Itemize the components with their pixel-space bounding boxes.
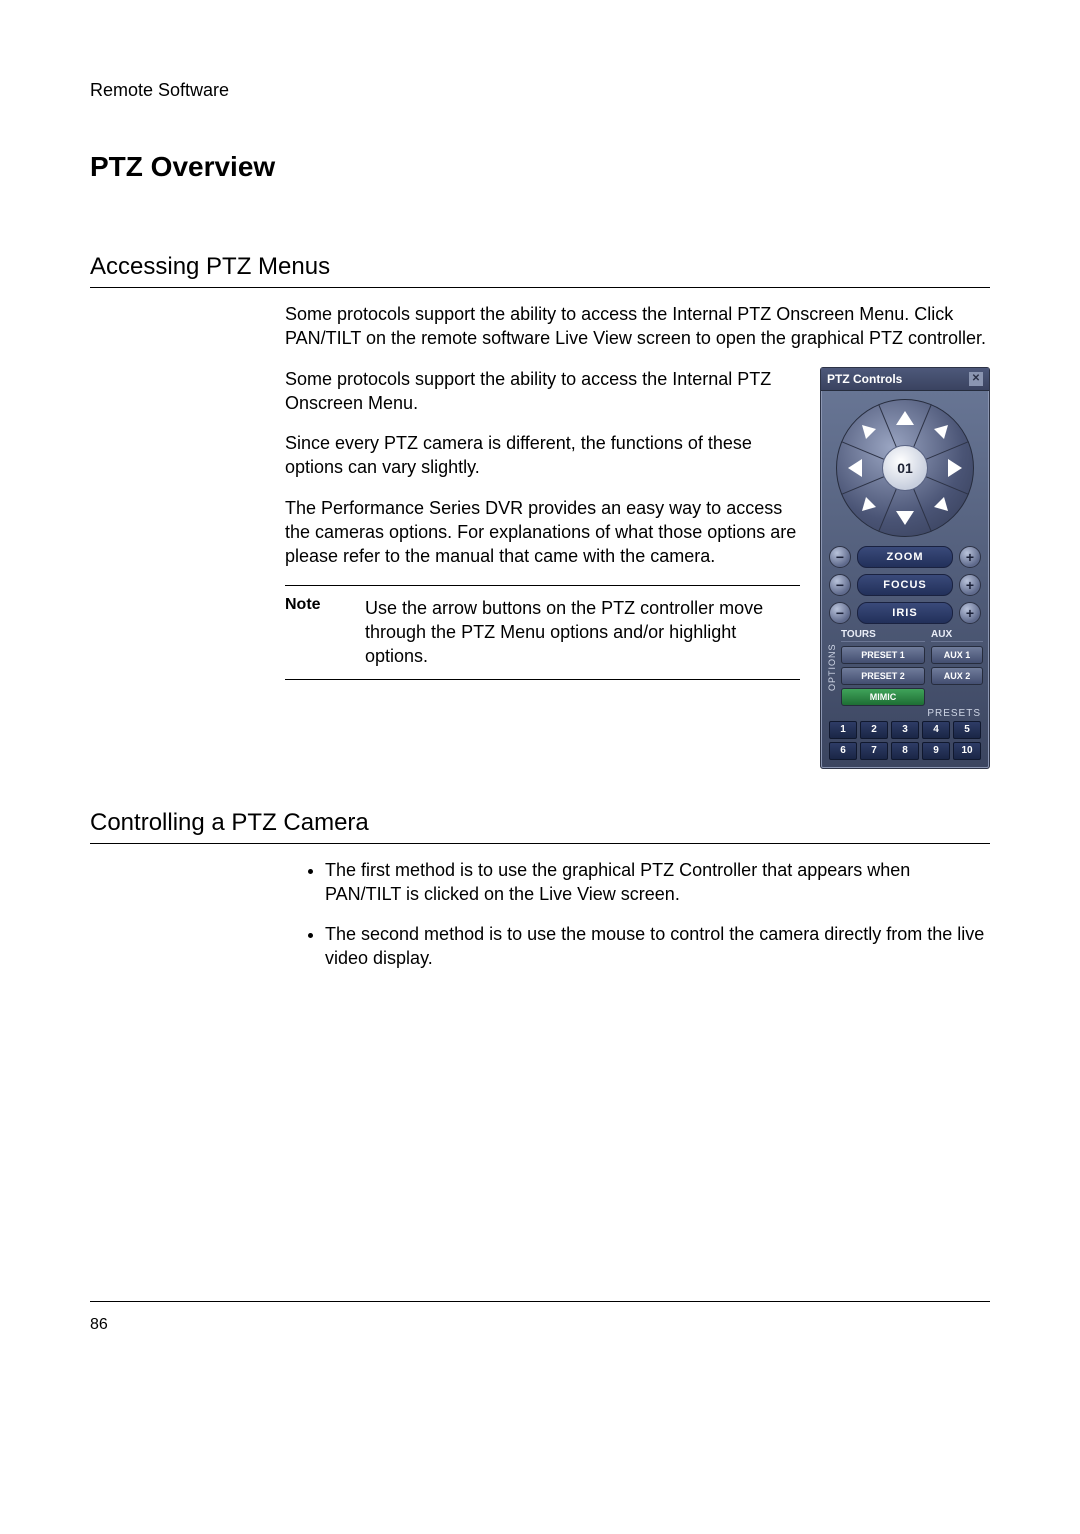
arrow-up-left-icon[interactable] bbox=[862, 425, 876, 439]
arrow-right-icon[interactable] bbox=[948, 459, 962, 477]
ptz-direction-dial: 01 bbox=[836, 399, 974, 537]
preset-button[interactable]: 9 bbox=[922, 742, 950, 760]
arrow-up-icon[interactable] bbox=[896, 411, 914, 425]
arrow-up-right-icon[interactable] bbox=[934, 425, 948, 439]
preset-button[interactable]: 6 bbox=[829, 742, 857, 760]
subheading-controlling: Controlling a PTZ Camera bbox=[90, 809, 990, 837]
camera-number[interactable]: 01 bbox=[882, 445, 928, 491]
options-vertical-label: OPTIONS bbox=[827, 629, 837, 706]
note-text: Use the arrow buttons on the PTZ control… bbox=[365, 596, 800, 669]
zoom-in-button[interactable]: + bbox=[959, 546, 981, 568]
arrow-down-right-icon[interactable] bbox=[934, 497, 948, 511]
aux2-button[interactable]: AUX 2 bbox=[931, 667, 983, 685]
preset-button[interactable]: 5 bbox=[953, 721, 981, 739]
focus-label: FOCUS bbox=[857, 574, 953, 596]
zoom-label: ZOOM bbox=[857, 546, 953, 568]
page-number: 86 bbox=[90, 1316, 990, 1334]
footer-rule bbox=[90, 1301, 990, 1302]
iris-open-button[interactable]: + bbox=[959, 602, 981, 624]
ptz-controls-panel: PTZ Controls ✕ bbox=[820, 367, 990, 769]
page-title: PTZ Overview bbox=[90, 151, 990, 183]
paragraph: The Performance Series DVR provides an e… bbox=[285, 496, 800, 569]
section-header: Remote Software bbox=[90, 80, 990, 101]
page-footer: 86 bbox=[90, 1301, 990, 1334]
aux-heading: AUX bbox=[931, 629, 983, 642]
presets-heading: PRESETS bbox=[821, 706, 989, 721]
ptz-title-text: PTZ Controls bbox=[827, 372, 902, 386]
focus-row: − FOCUS + bbox=[821, 571, 989, 599]
bullet-list: The first method is to use the graphical… bbox=[285, 858, 990, 971]
rule bbox=[90, 843, 990, 844]
bullet-item: The second method is to use the mouse to… bbox=[325, 922, 990, 971]
ptz-titlebar: PTZ Controls ✕ bbox=[821, 368, 989, 391]
mimic-button[interactable]: MIMIC bbox=[841, 688, 925, 706]
paragraph: Since every PTZ camera is different, the… bbox=[285, 431, 800, 480]
preset-button[interactable]: 10 bbox=[953, 742, 981, 760]
arrow-down-left-icon[interactable] bbox=[862, 497, 876, 511]
focus-in-button[interactable]: + bbox=[959, 574, 981, 596]
note-block: Note Use the arrow buttons on the PTZ co… bbox=[285, 585, 800, 680]
aux-column: AUX AUX 1 AUX 2 bbox=[931, 629, 983, 706]
preset1-button[interactable]: PRESET 1 bbox=[841, 646, 925, 664]
ptz-dial-wrap: 01 bbox=[821, 391, 989, 543]
tours-heading: TOURS bbox=[841, 629, 925, 642]
section2-content: The first method is to use the graphical… bbox=[285, 858, 990, 971]
subheading-accessing: Accessing PTZ Menus bbox=[90, 253, 990, 281]
zoom-row: − ZOOM + bbox=[821, 543, 989, 571]
preset-button[interactable]: 1 bbox=[829, 721, 857, 739]
presets-grid: 1 2 3 4 5 6 7 8 9 10 bbox=[821, 721, 989, 762]
iris-label: IRIS bbox=[857, 602, 953, 624]
text-with-figure: Some protocols support the ability to ac… bbox=[285, 367, 990, 769]
zoom-out-button[interactable]: − bbox=[829, 546, 851, 568]
tours-column: TOURS PRESET 1 PRESET 2 MIMIC bbox=[841, 629, 925, 706]
rule bbox=[90, 287, 990, 288]
arrow-down-icon[interactable] bbox=[896, 511, 914, 525]
preset2-button[interactable]: PRESET 2 bbox=[841, 667, 925, 685]
preset-button[interactable]: 8 bbox=[891, 742, 919, 760]
focus-out-button[interactable]: − bbox=[829, 574, 851, 596]
text-column: Some protocols support the ability to ac… bbox=[285, 367, 800, 680]
arrow-left-icon[interactable] bbox=[848, 459, 862, 477]
paragraph: Some protocols support the ability to ac… bbox=[285, 302, 990, 351]
preset-button[interactable]: 3 bbox=[891, 721, 919, 739]
preset-button[interactable]: 4 bbox=[922, 721, 950, 739]
close-icon[interactable]: ✕ bbox=[969, 372, 983, 386]
document-page: Remote Software PTZ Overview Accessing P… bbox=[0, 0, 1080, 1384]
preset-button[interactable]: 7 bbox=[860, 742, 888, 760]
paragraph: Some protocols support the ability to ac… bbox=[285, 367, 800, 416]
preset-button[interactable]: 2 bbox=[860, 721, 888, 739]
section1-content: Some protocols support the ability to ac… bbox=[285, 302, 990, 769]
bullet-item: The first method is to use the graphical… bbox=[325, 858, 990, 907]
aux1-button[interactable]: AUX 1 bbox=[931, 646, 983, 664]
options-section: OPTIONS TOURS PRESET 1 PRESET 2 MIMIC AU… bbox=[821, 627, 989, 706]
iris-row: − IRIS + bbox=[821, 599, 989, 627]
iris-close-button[interactable]: − bbox=[829, 602, 851, 624]
note-label: Note bbox=[285, 596, 345, 669]
